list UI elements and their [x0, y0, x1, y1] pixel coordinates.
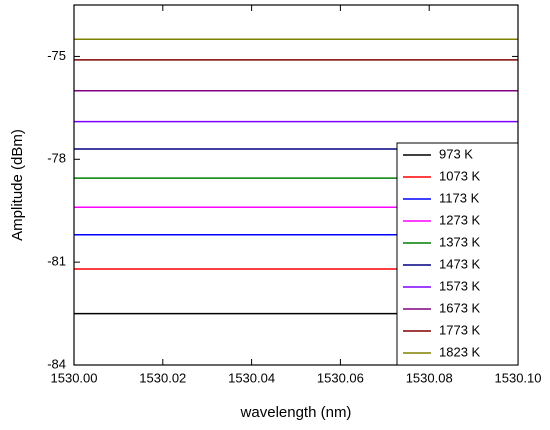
legend-label: 1273 K	[439, 212, 481, 227]
x-axis-title: wavelength (nm)	[240, 404, 352, 421]
x-tick-label: 1530.02	[139, 370, 186, 385]
x-tick-label: 1530.10	[495, 370, 542, 385]
legend-label: 1073 K	[439, 168, 481, 183]
legend-label: 1773 K	[439, 322, 481, 337]
legend-label: 973 K	[439, 146, 473, 161]
legend-label: 1173 K	[439, 190, 480, 205]
x-tick-label: 1530.08	[406, 370, 453, 385]
y-tick-label: -78	[47, 151, 66, 166]
legend-label: 1573 K	[439, 278, 481, 293]
x-tick-label: 1530.00	[51, 370, 98, 385]
y-axis-title: Amplitude (dBm)	[9, 129, 26, 241]
y-tick-label: -75	[47, 48, 66, 63]
legend-label: 1373 K	[439, 234, 481, 249]
x-tick-label: 1530.04	[228, 370, 275, 385]
legend-label: 1473 K	[439, 256, 481, 271]
x-tick-label: 1530.06	[317, 370, 364, 385]
legend-label: 1673 K	[439, 300, 481, 315]
legend-box	[396, 142, 519, 366]
y-tick-label: -81	[47, 254, 66, 269]
y-tick-label: -84	[47, 356, 66, 371]
legend-label: 1823 K	[439, 344, 481, 359]
